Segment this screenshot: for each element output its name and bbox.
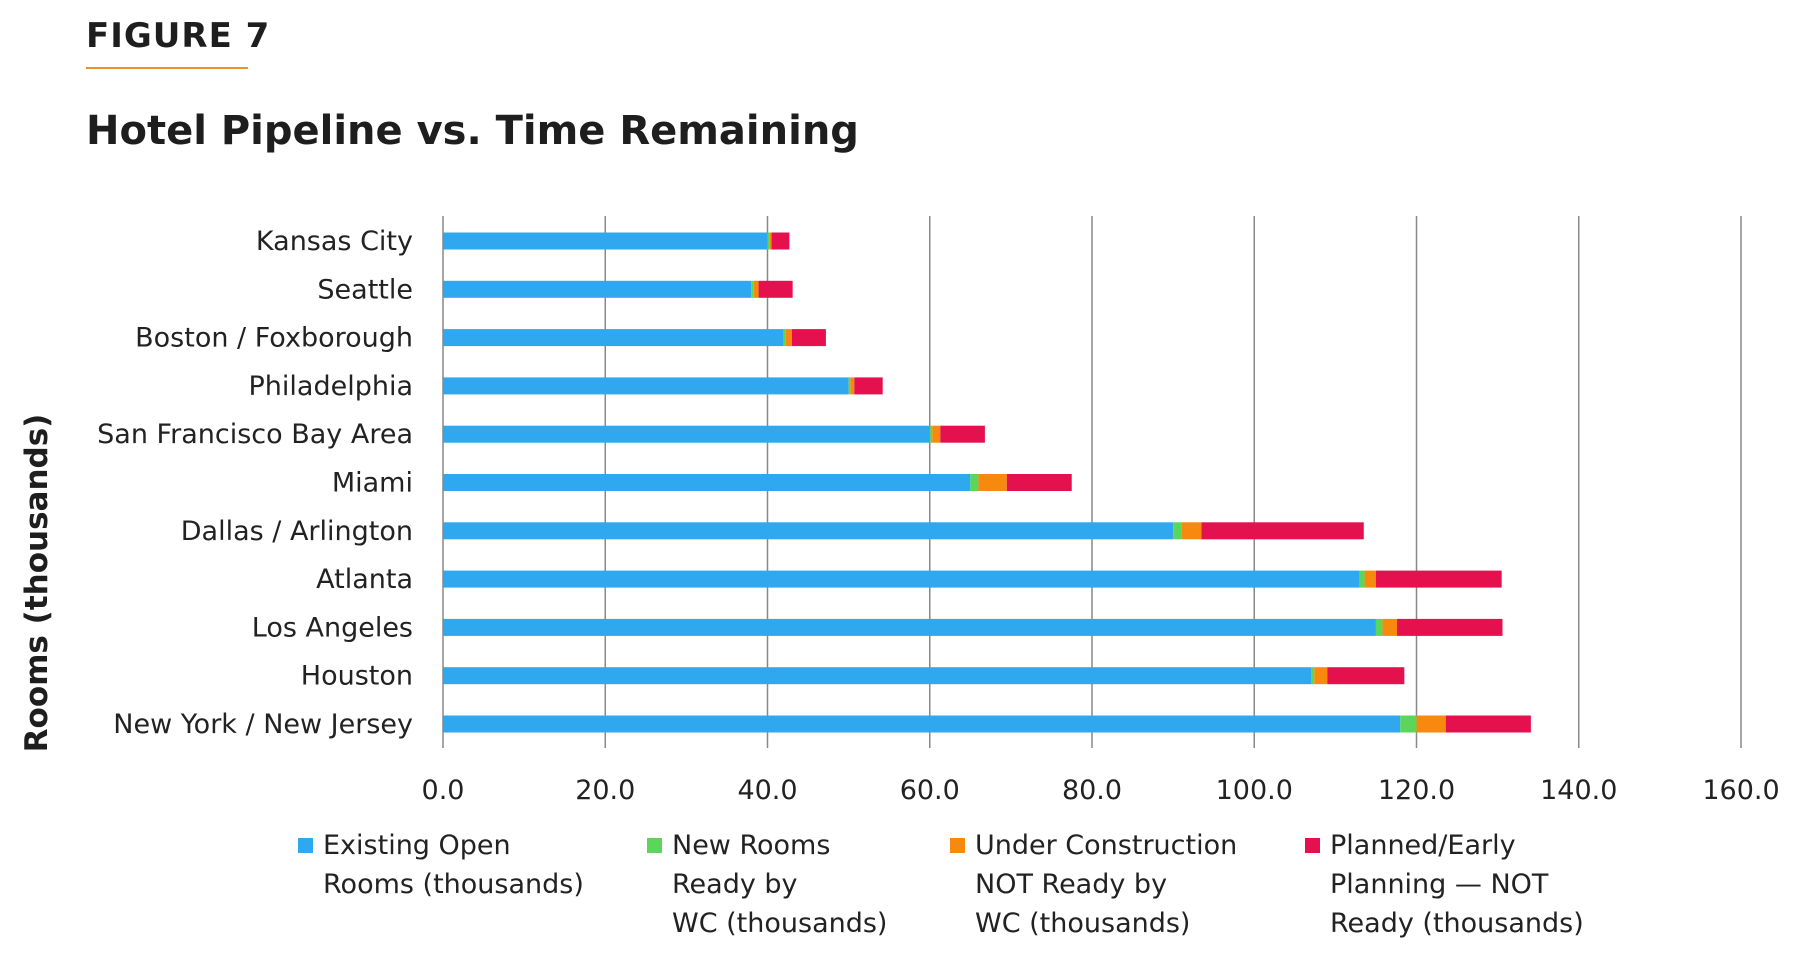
bar-segment: [1173, 522, 1182, 540]
legend-label: Under Construction NOT Ready by WC (thou…: [975, 830, 1238, 939]
bar-segment: [443, 377, 849, 395]
bar-segment: [1359, 570, 1365, 588]
legend-swatch: [647, 838, 662, 853]
bar-segment: [767, 232, 770, 250]
bar-segment: [443, 329, 784, 347]
figure-label-underline: [86, 67, 248, 69]
bar-segment: [758, 280, 793, 298]
bar-segment: [940, 425, 985, 443]
category-label: San Francisco Bay Area: [97, 419, 413, 450]
bars: [443, 232, 1531, 733]
bar-segment: [785, 329, 792, 347]
bar-segment: [1375, 570, 1502, 588]
bar-segment: [443, 618, 1376, 636]
category-label: Seattle: [317, 274, 413, 305]
bar-segment: [854, 377, 883, 395]
stacked-bar-chart: Kansas City Seattle Boston / Foxborough Phi…: [19, 216, 1780, 806]
x-tick-label: 100.0: [1216, 775, 1293, 806]
bar-segment: [978, 474, 1007, 491]
bar-segment: [771, 232, 790, 250]
bar-segment: [1311, 667, 1315, 685]
x-tick-label: 80.0: [1062, 775, 1122, 806]
category-label: Boston / Foxborough: [135, 323, 413, 354]
bar-segment: [751, 280, 754, 298]
x-tick-label: 20.0: [575, 775, 635, 806]
bar-segment: [970, 474, 979, 491]
bar-segment: [850, 377, 855, 395]
legend-swatch: [950, 838, 965, 853]
x-tick-label: 140.0: [1540, 775, 1617, 806]
bar-segment: [443, 667, 1312, 685]
bar-segment: [783, 329, 786, 347]
legend-item: Existing Open Rooms (thousands): [298, 826, 584, 904]
bar-segment: [848, 377, 851, 395]
legend-item: New Rooms Ready by WC (thousands): [647, 826, 887, 943]
bar-segment: [753, 280, 759, 298]
bar-segment: [443, 570, 1360, 588]
chart-title: Hotel Pipeline vs. Time Remaining: [86, 108, 859, 154]
x-tick-label: 120.0: [1378, 775, 1455, 806]
bar-segment: [932, 425, 941, 443]
bar-segment: [1416, 715, 1446, 733]
legend-swatch: [1305, 838, 1320, 853]
gridlines: [604, 216, 1742, 748]
figure-label: FIGURE 7: [86, 16, 271, 56]
bar-segment: [443, 232, 768, 250]
category-label: New York / New Jersey: [113, 709, 413, 740]
x-tick-label: 160.0: [1702, 775, 1779, 806]
y-axis-title: Rooms (thousands): [19, 414, 55, 753]
x-tick-label: 0.0: [422, 775, 465, 806]
category-label: Los Angeles: [252, 612, 413, 643]
legend-item: Planned/Early Planning — NOT Ready (thou…: [1305, 826, 1584, 943]
bar-segment: [1314, 667, 1328, 685]
category-label: Kansas City: [256, 226, 413, 257]
bar-segment: [769, 232, 772, 250]
category-label: Philadelphia: [249, 371, 414, 402]
bar-segment: [1382, 618, 1398, 636]
legend-swatch: [298, 838, 313, 853]
category-label: Houston: [301, 661, 413, 692]
bar-segment: [1400, 715, 1417, 733]
bar-segment: [443, 474, 971, 491]
bar-segment: [443, 280, 752, 298]
legend-label: Existing Open Rooms (thousands): [323, 830, 584, 900]
category-labels: Kansas City Seattle Boston / Foxborough Phi…: [97, 226, 413, 740]
category-label: Atlanta: [316, 564, 413, 595]
bar-segment: [1364, 570, 1376, 588]
bar-segment: [443, 425, 930, 443]
category-label: Dallas / Arlington: [181, 516, 413, 547]
bar-segment: [443, 522, 1174, 540]
x-tick-label: 60.0: [900, 775, 960, 806]
bar-segment: [1445, 715, 1531, 733]
bar-segment: [1327, 667, 1405, 685]
x-tick-labels: 0.0 20.0 40.0 60.0 80.0 100.0 120.0 140.0 160.0: [422, 775, 1780, 806]
bar-segment: [1181, 522, 1202, 540]
legend: Existing Open Rooms (thousands) New Rooms…: [0, 826, 1800, 966]
legend-item: Under Construction NOT Ready by WC (thou…: [950, 826, 1237, 943]
bar-segment: [1375, 618, 1383, 636]
bar-segment: [929, 425, 933, 443]
bar-segment: [1201, 522, 1364, 540]
bar-segment: [791, 329, 826, 347]
bar-segment: [443, 715, 1401, 733]
category-label: Miami: [332, 468, 413, 499]
legend-label: Planned/Early Planning — NOT Ready (thou…: [1330, 830, 1584, 939]
legend-label: New Rooms Ready by WC (thousands): [672, 830, 888, 939]
x-tick-label: 40.0: [737, 775, 797, 806]
bar-segment: [1397, 618, 1503, 636]
bar-segment: [1006, 474, 1072, 491]
